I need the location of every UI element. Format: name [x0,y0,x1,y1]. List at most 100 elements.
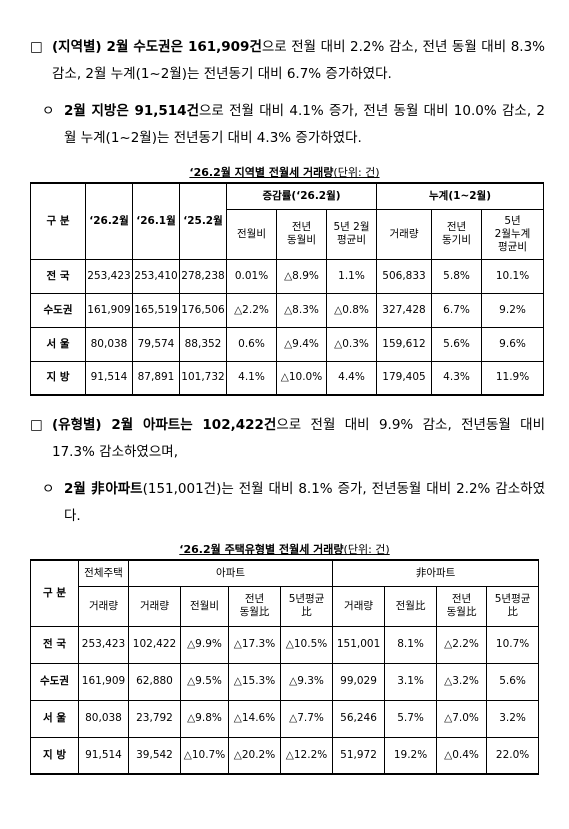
text: 으로 전월 대비 2.2% 감소, 전년 동월 대비 8.3% 감소, 2월 누… [52,39,545,82]
table-cell: 506,833 [376,258,433,294]
paragraph-text: 2월 非아파트(151,001건)는 전월 대비 8.1% 증가, 전년동월 대… [64,476,545,530]
bold-text: (유형별) 2월 아파트는 102,422건 [52,417,277,433]
table-cell: 179,405 [376,360,433,396]
table-caption: ‘26.2월 지역별 전월세 거래량(단위: 건) [0,164,569,180]
table-cell: 51,972 [332,736,386,775]
table-row: 수도권 161,909 165,519 176,506 △2.2% △8.3% △0.8% 3… [30,292,545,328]
header-cell: 전년 동월比 [436,585,488,627]
table-cell: 0.6% [226,326,277,362]
table-cell: 87,891 [132,360,180,396]
header-cell: 5년평균 比 [279,585,334,627]
header-cell: 거래량 [376,208,433,260]
table-cell: △15.3% [228,662,281,701]
table-cell: △8.3% [276,292,327,328]
table-cell: 161,909 [78,662,129,701]
table-cell: 102,422 [128,625,181,664]
table-cell: △0.8% [325,292,378,328]
table-cell: △12.2% [279,736,334,775]
table-cell: △7.0% [436,699,488,738]
table-cell: 8.1% [384,625,438,664]
header-cell: 거래량 [332,585,386,627]
table-cell: 9.6% [481,326,545,362]
table-row: 전 국 253,423 253,410 278,238 0.01% △8.9% 1.1% 50… [30,258,545,294]
table-cell: 151,001 [332,625,386,664]
table-cell: △17.3% [228,625,281,664]
text: 으로 전월 대비 4.1% 증가, 전년 동월 대비 10.0% 감소, 2월 … [64,103,545,146]
table-cell: △9.8% [180,699,229,738]
table-cell: 88,352 [179,326,227,362]
header-cell: ‘25.2월 [179,182,227,260]
table: 구 분 ‘26.2월 ‘26.1월 ‘25.2월 증감률(‘26.2월) 누계(… [30,182,545,396]
header-cell: 증감률(‘26.2월) [225,182,378,210]
table-cell: 327,428 [376,292,433,328]
header-cell: 전월비 [180,585,229,627]
header-cell: 전체주택 [78,559,129,587]
row-label: 수도권 [30,292,86,328]
header-cell: 전년 동기비 [431,208,483,260]
row-label: 지 방 [30,736,79,775]
table-cell: 11.9% [481,360,545,396]
header-cell: 5년 2월누계 평균비 [481,208,545,260]
paragraph: ㅇ 2월 非아파트(151,001건)는 전월 대비 8.1% 증가, 전년동월… [42,476,545,530]
table-cell: △0.3% [325,326,378,362]
table-cell: △8.9% [276,258,327,294]
table-cell: △3.2% [436,662,488,701]
table-cell: 23,792 [128,699,181,738]
table-cell: △9.4% [276,326,327,362]
paragraph: ㅇ 2월 지방은 91,514건으로 전월 대비 4.1% 증가, 전년 동월 … [42,98,545,152]
caption-unit: (단위: 건) [343,543,390,556]
header-cell: 전월比 [384,585,438,627]
table-cell: 91,514 [78,736,129,775]
table-row: 지 방 91,514 87,891 101,732 4.1% △10.0% 4.4% 179,… [30,360,545,396]
table-cell: 1.1% [325,258,378,294]
bullet: □ [30,417,43,433]
paragraph-text: (지역별) 2월 수도권은 161,909건으로 전월 대비 2.2% 감소, … [52,34,545,88]
header-cell: 거래량 [78,585,129,627]
table-cell: 253,410 [132,258,180,294]
row-label: 지 방 [30,360,86,396]
table-cell: 278,238 [179,258,227,294]
table-cell: 19.2% [384,736,438,775]
paragraph-text: (유형별) 2월 아파트는 102,422건으로 전월 대비 9.9% 감소, … [52,412,545,466]
table-cell: △14.6% [228,699,281,738]
table-cell: △9.5% [180,662,229,701]
table-cell: 3.1% [384,662,438,701]
table-row: 수도권 161,909 62,880 △9.5% △15.3% △9.3% 99,029 3.… [30,662,540,701]
header-cell: 전년 동월比 [228,585,281,627]
bold-text: (지역별) 2월 수도권은 161,909건 [52,39,262,55]
paragraph: □ (지역별) 2월 수도권은 161,909건으로 전월 대비 2.2% 감소… [30,34,545,88]
row-label: 서 울 [30,326,86,362]
header-cell: 5년 2월 평균비 [325,208,378,260]
table-cell: 176,506 [179,292,227,328]
table-cell: 5.7% [384,699,438,738]
table-cell: △10.7% [180,736,229,775]
bullet: □ [30,39,43,55]
table-cell: 159,612 [376,326,433,362]
table-cell: △9.3% [279,662,334,701]
bullet: ㅇ [42,103,55,119]
table-cell: △20.2% [228,736,281,775]
table-cell: 99,029 [332,662,386,701]
table-cell: 5.6% [431,326,483,362]
table-cell: △2.2% [226,292,277,328]
header-cell: 누계(1~2월) [376,182,545,210]
table-cell: 9.2% [481,292,545,328]
table-row: 지 방 91,514 39,542 △10.7% △20.2% △12.2% 51,972 1… [30,736,540,775]
table-cell: △0.4% [436,736,488,775]
header-cell: 구 분 [30,182,86,260]
row-label: 전 국 [30,625,79,664]
table-row: 서 울 80,038 79,574 88,352 0.6% △9.4% △0.3% 159,6… [30,326,545,362]
table-cell: △10.0% [276,360,327,396]
table-cell: 10.7% [486,625,540,664]
table-caption: ‘26.2월 주택유형별 전월세 거래량(단위: 건) [0,541,569,557]
table-cell: 4.3% [431,360,483,396]
table-row: 서 울 80,038 23,792 △9.8% △14.6% △7.7% 56,246 5.7… [30,699,540,738]
table-cell: △9.9% [180,625,229,664]
caption-title: ‘26.2월 지역별 전월세 거래량 [189,166,334,179]
table-cell: 6.7% [431,292,483,328]
table-cell: 5.6% [486,662,540,701]
bold-text: 2월 지방은 91,514건 [64,103,199,119]
table-row: 전 국 253,423 102,422 △9.9% △17.3% △10.5% 151,00… [30,625,540,664]
table-cell: 10.1% [481,258,545,294]
